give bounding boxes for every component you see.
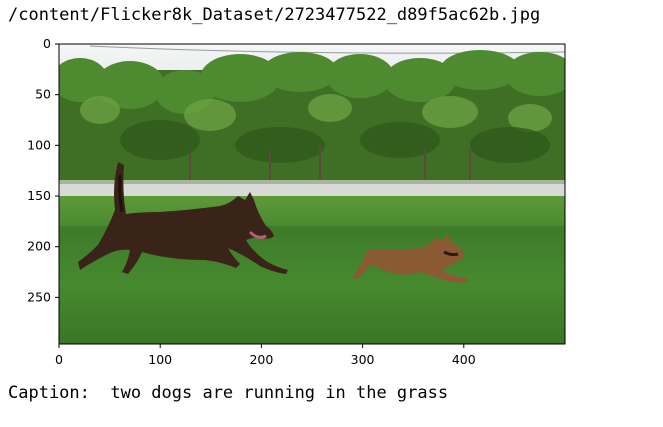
y-tick-label: 100 [27, 137, 51, 152]
brown-dog [352, 234, 468, 283]
plot-frame [58, 43, 566, 345]
image-plot: 0 50 100 150 200 250 0 100 200 300 400 [27, 36, 566, 367]
y-tick-label: 50 [35, 87, 51, 102]
x-tick-label: 0 [55, 352, 63, 367]
caption-output: Caption: two dogs are running in the gra… [8, 383, 449, 403]
y-axis: 0 50 100 150 200 250 [27, 36, 59, 304]
dog-photo [59, 44, 565, 344]
x-tick-label: 400 [452, 352, 476, 367]
file-path-output: /content/Flicker8k_Dataset/2723477522_d8… [8, 5, 541, 25]
x-tick-label: 300 [351, 352, 375, 367]
x-axis: 0 100 200 300 400 [55, 344, 476, 367]
y-tick-label: 250 [27, 289, 51, 304]
x-tick-label: 200 [249, 352, 273, 367]
y-tick-label: 200 [27, 239, 51, 254]
x-tick-label: 100 [148, 352, 172, 367]
dark-dog [78, 162, 288, 274]
y-tick-label: 0 [43, 36, 51, 51]
y-tick-label: 150 [27, 188, 51, 203]
